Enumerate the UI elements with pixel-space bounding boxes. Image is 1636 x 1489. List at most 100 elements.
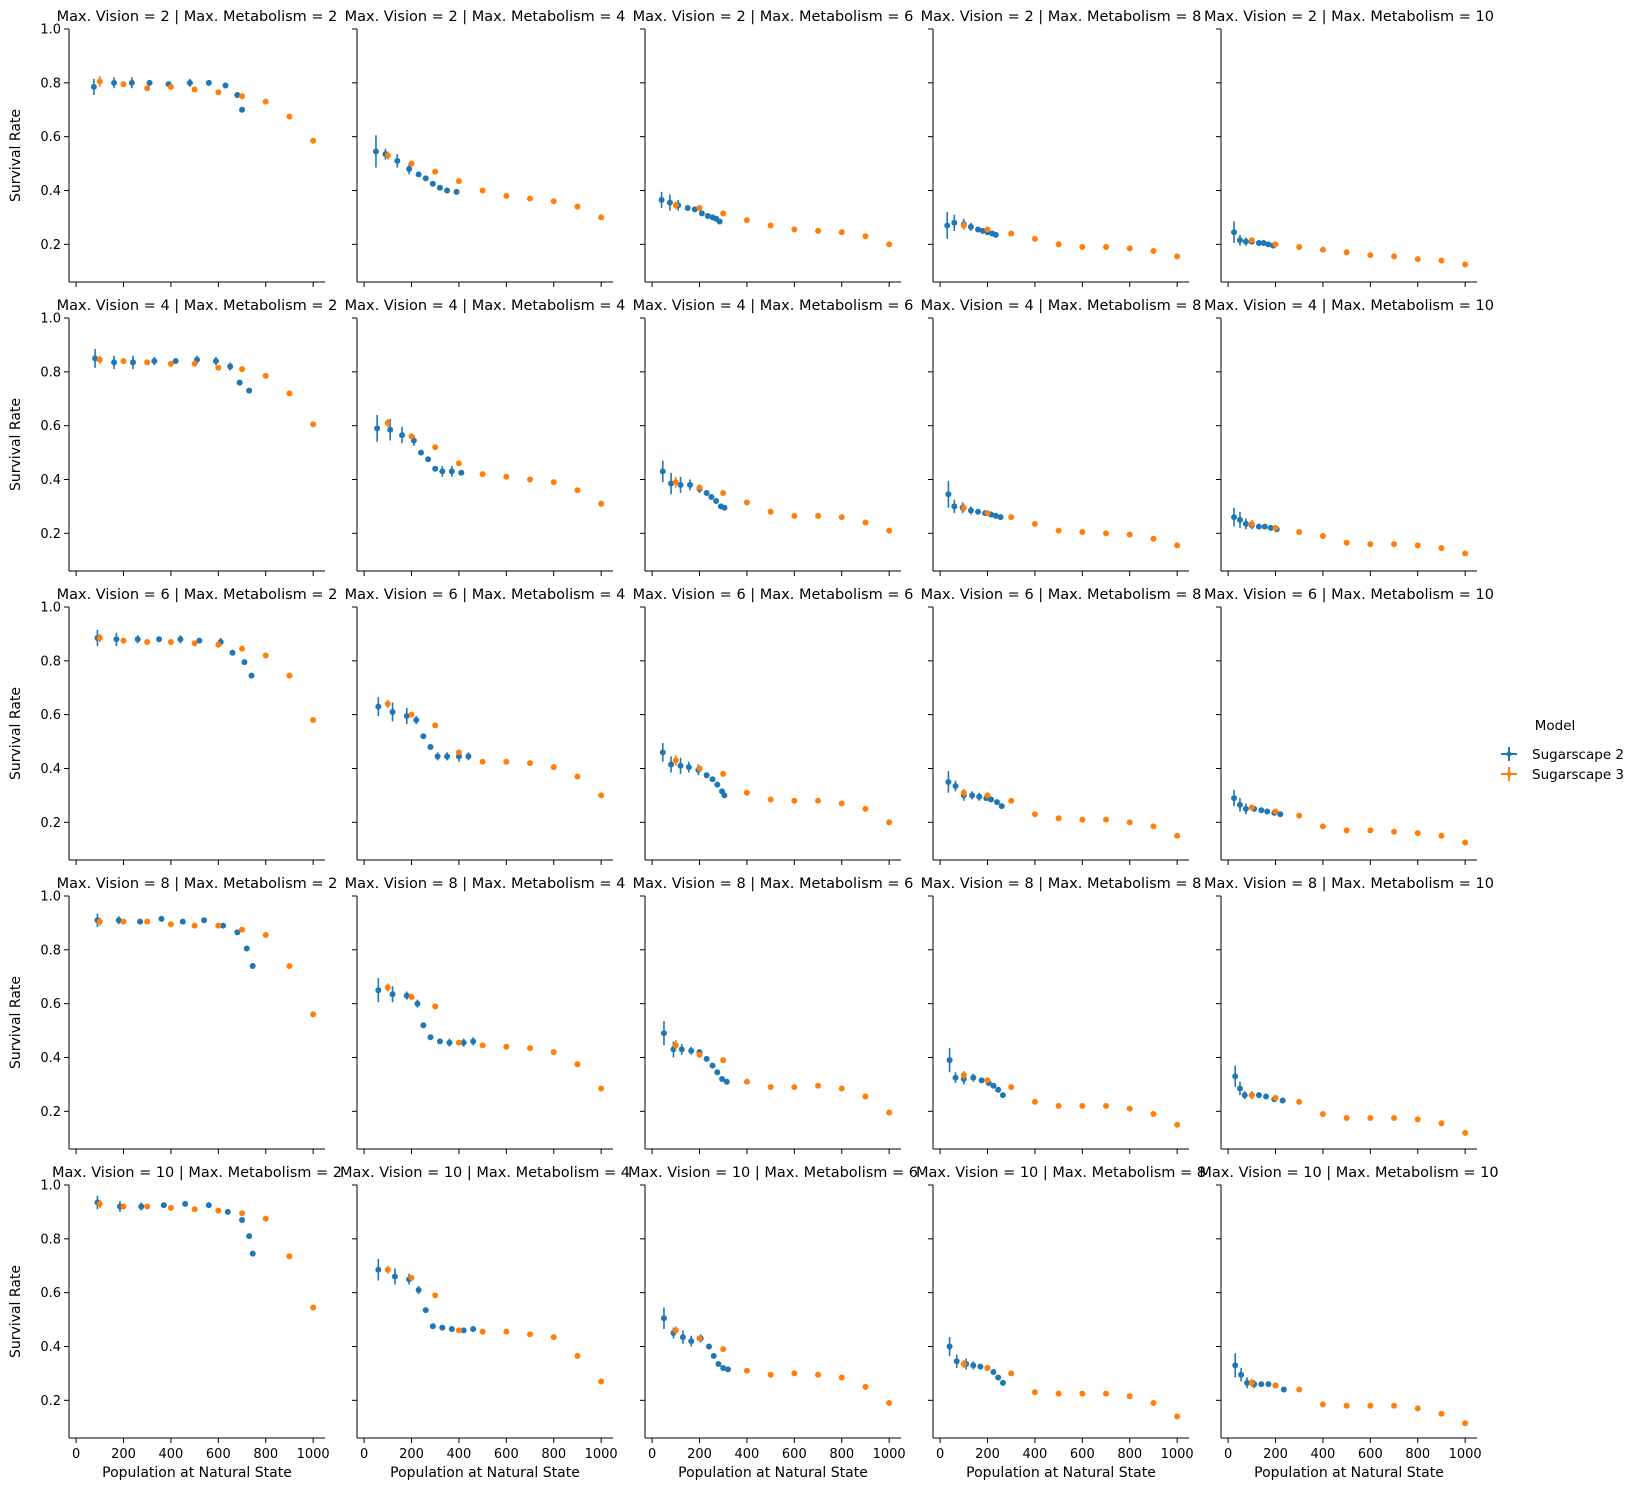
data-point: [215, 89, 222, 96]
data-point: [286, 672, 293, 679]
data-point: [1150, 1400, 1157, 1407]
x-tick-label: 600: [1358, 1447, 1383, 1462]
data-point: [439, 468, 446, 475]
data-point: [992, 512, 999, 519]
y-tick-label: 0.6: [40, 130, 61, 145]
series-sugarscape-3: [672, 1039, 893, 1116]
panel-r5-c5: Max. Vision = 10 | Max. Metabolism = 10 0…: [1199, 1165, 1498, 1481]
data-point: [179, 918, 186, 925]
data-point: [444, 187, 451, 194]
data-point: [767, 508, 774, 515]
series-sugarscape-2: [1231, 221, 1277, 249]
data-point: [1414, 830, 1421, 837]
data-point: [432, 444, 439, 451]
data-point: [1438, 257, 1445, 264]
y-tick-label: 0.6: [40, 997, 61, 1012]
x-tick-label: 200: [687, 1447, 712, 1462]
data-point: [1367, 1402, 1374, 1409]
data-point: [182, 1200, 189, 1207]
data-point: [470, 1325, 477, 1332]
data-point: [1296, 1386, 1303, 1393]
data-point: [220, 922, 227, 929]
data-point: [239, 1210, 246, 1217]
series-sugarscape-2: [946, 1337, 1006, 1386]
data-point: [550, 1049, 557, 1056]
data-point: [714, 781, 721, 788]
data-point: [1343, 539, 1350, 546]
data-point: [1260, 239, 1267, 246]
data-point: [432, 1003, 439, 1010]
data-point: [1236, 516, 1243, 523]
data-point: [1231, 229, 1238, 236]
data-point: [598, 1085, 605, 1092]
data-point: [668, 480, 675, 487]
data-point: [1055, 815, 1062, 822]
legend-title: Model: [1535, 718, 1576, 734]
data-point: [1272, 1094, 1279, 1101]
data-point: [191, 1206, 198, 1213]
data-point: [120, 358, 127, 365]
data-point: [414, 1000, 421, 1007]
data-point: [372, 148, 379, 155]
y-tick-label: 1.0: [40, 890, 61, 905]
data-point: [668, 761, 675, 768]
data-point: [503, 473, 510, 480]
data-point: [886, 1109, 893, 1116]
y-tick-label: 0.4: [40, 1340, 61, 1355]
panel-title: Max. Vision = 2 | Max. Metabolism = 6: [633, 9, 914, 25]
y-tick-label: 0.2: [40, 1394, 61, 1409]
data-point: [1236, 1085, 1243, 1092]
data-point: [1319, 1401, 1326, 1408]
data-point: [1265, 1381, 1272, 1388]
data-point: [721, 792, 728, 799]
panel-title: Max. Vision = 6 | Max. Metabolism = 4: [345, 587, 626, 603]
data-point: [239, 106, 246, 113]
data-point: [1103, 530, 1110, 537]
data-point: [239, 926, 246, 933]
data-point: [1367, 827, 1374, 834]
data-point: [90, 83, 97, 90]
panel-r2-c1: Max. Vision = 4 | Max. Metabolism = 2 0.2…: [8, 298, 337, 576]
data-point: [990, 1369, 997, 1376]
data-point: [446, 1039, 453, 1046]
data-point: [453, 188, 460, 195]
y-axis-label: Survival Rate: [8, 1265, 24, 1358]
data-point: [470, 1038, 477, 1045]
x-axis-label: Population at Natural State: [390, 1465, 580, 1481]
data-point: [960, 504, 967, 511]
data-point: [886, 527, 893, 534]
data-point: [96, 78, 103, 85]
data-point: [984, 226, 991, 233]
data-point: [1267, 524, 1274, 531]
data-point: [286, 390, 293, 397]
data-point: [951, 503, 958, 510]
x-tick-label: 200: [1263, 1447, 1288, 1462]
data-point: [672, 757, 679, 764]
x-tick-label: 1000: [585, 1447, 618, 1462]
data-point: [574, 1352, 581, 1359]
data-point: [1296, 244, 1303, 251]
series-sugarscape-2: [946, 1048, 1006, 1099]
data-point: [598, 214, 605, 221]
panel-r1-c5: Max. Vision = 2 | Max. Metabolism = 10: [1204, 9, 1494, 287]
x-tick-label: 0: [72, 1447, 80, 1462]
data-point: [1126, 1393, 1133, 1400]
panel-title: Max. Vision = 4 | Max. Metabolism = 2: [57, 298, 338, 314]
data-point: [432, 168, 439, 175]
data-point: [678, 1046, 685, 1053]
data-point: [158, 915, 165, 922]
data-point: [1236, 237, 1243, 244]
data-point: [120, 1203, 127, 1210]
data-point: [1462, 1129, 1469, 1136]
series-sugarscape-2: [1231, 507, 1280, 533]
data-point: [205, 1202, 212, 1209]
panel-r1-c1: Max. Vision = 2 | Max. Metabolism = 2 0.2…: [8, 9, 337, 287]
data-point: [696, 484, 703, 491]
data-point: [1462, 1420, 1469, 1427]
data-point: [660, 1030, 667, 1037]
series-sugarscape-3: [96, 1199, 317, 1311]
data-point: [696, 1051, 703, 1058]
data-point: [241, 659, 248, 666]
data-point: [215, 641, 222, 648]
panel-r2-c4: Max. Vision = 4 | Max. Metabolism = 8: [921, 298, 1201, 576]
